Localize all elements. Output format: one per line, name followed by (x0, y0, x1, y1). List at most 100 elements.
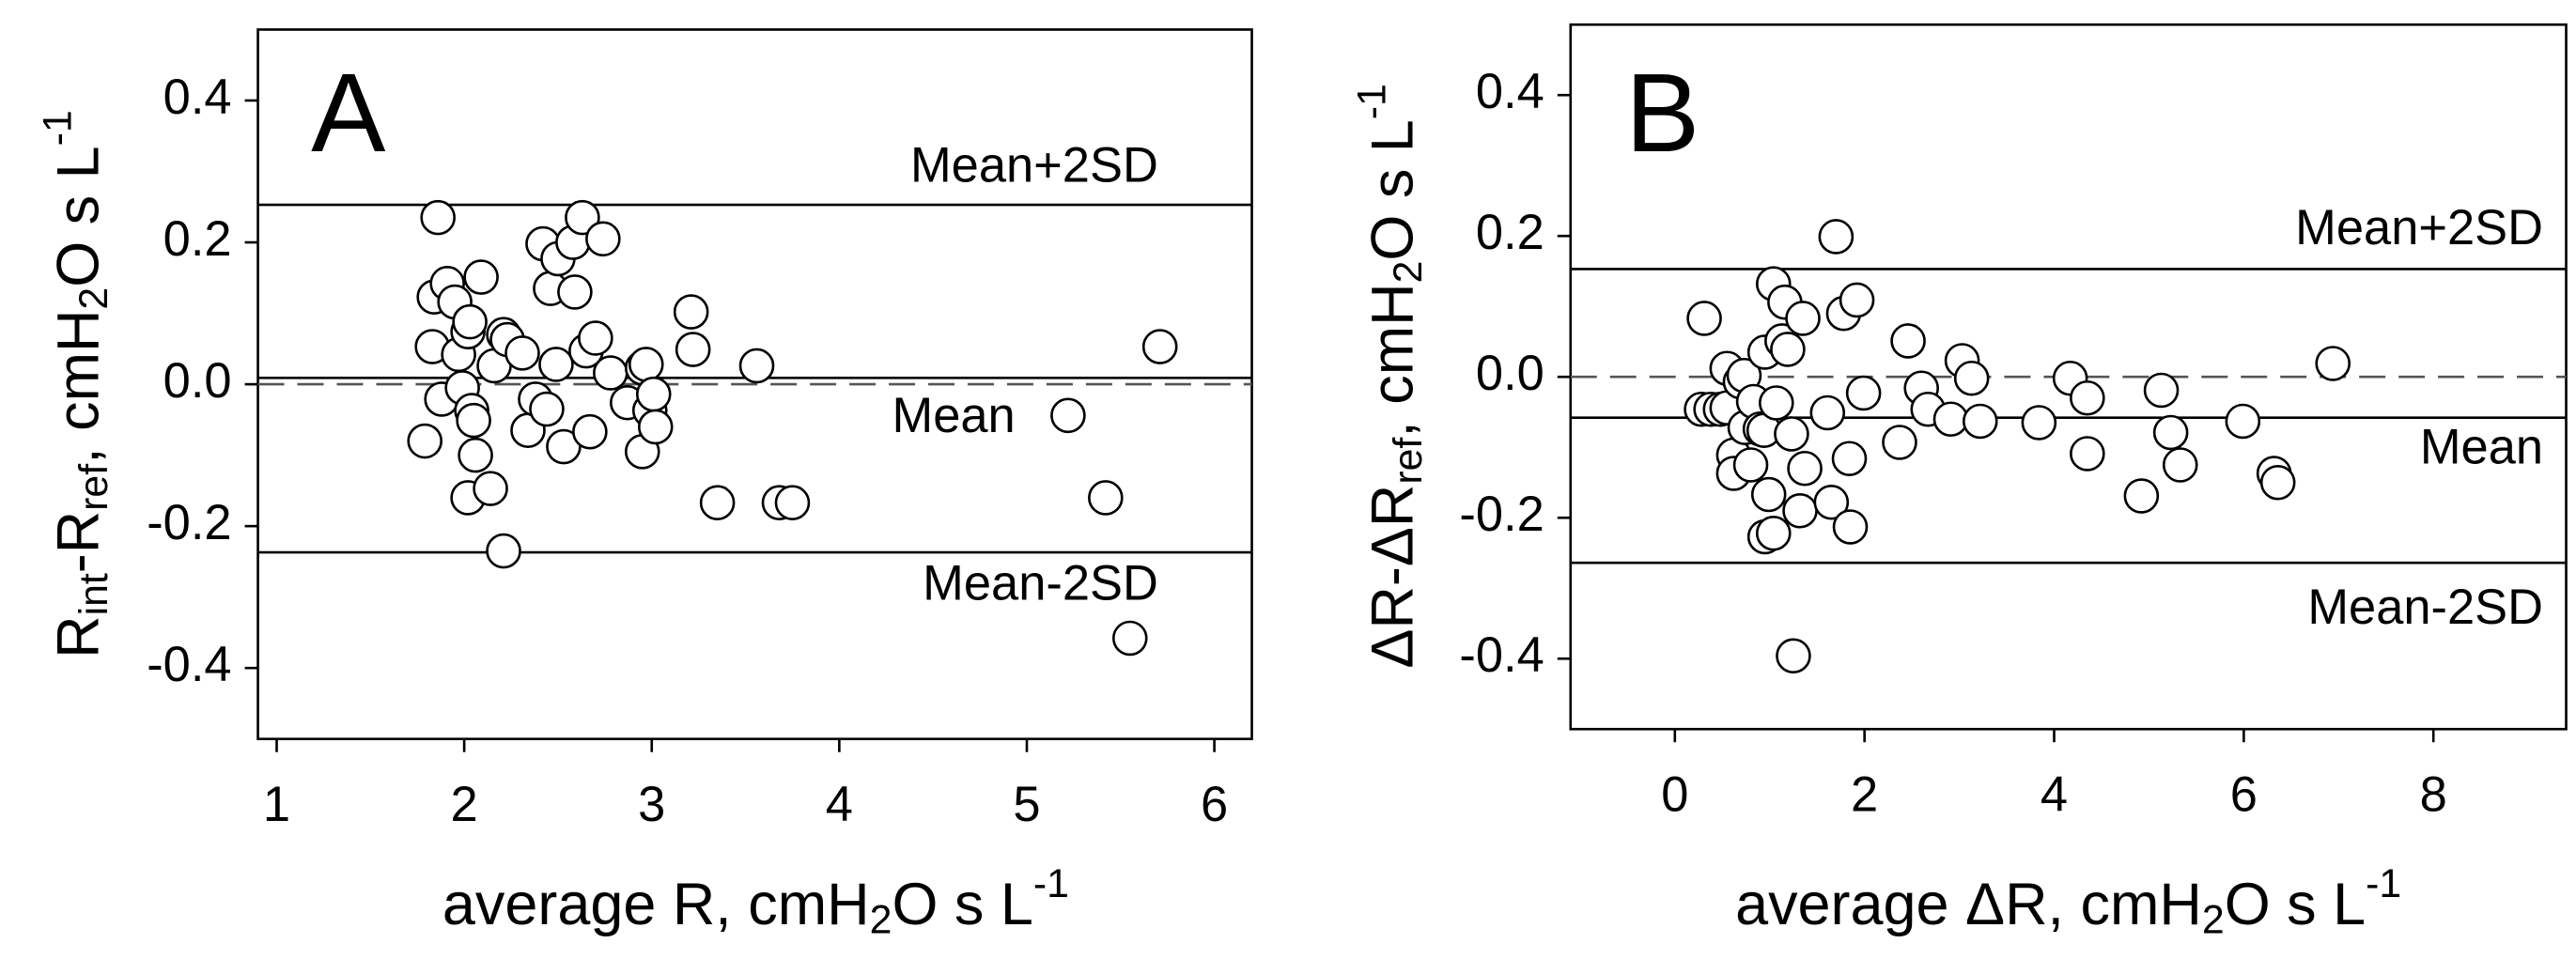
point (1774, 416, 1809, 452)
y-axis-label-part: 2 (71, 287, 116, 310)
y-axis-label-part: 2 (1386, 261, 1431, 284)
point (565, 199, 600, 236)
x-axis-label-part: 2 (870, 898, 892, 943)
point (1839, 282, 1875, 318)
point (628, 347, 664, 382)
point (546, 428, 582, 465)
y-axis-label-part: , cmH (45, 310, 111, 464)
y-tick-label: -0.4 (1459, 628, 1544, 683)
point (463, 259, 499, 295)
point (2259, 464, 2296, 501)
point (1755, 515, 1792, 551)
y-axis-label-part: ref (71, 464, 116, 511)
point (578, 320, 613, 356)
point (473, 471, 508, 506)
y-axis-label: Rint-Rref, cmH2O s L-1 (36, 110, 116, 658)
reference-label: Mean (2420, 421, 2543, 475)
point (2070, 379, 2105, 416)
x-axis-label-part: O s L (2225, 871, 2366, 936)
point (2123, 478, 2160, 514)
point (1111, 620, 1148, 657)
point (1758, 385, 1794, 421)
point (538, 347, 574, 382)
point (2152, 414, 2189, 451)
x-tick-label: 6 (2230, 768, 2258, 823)
point (593, 355, 628, 391)
y-tick-label: -0.4 (147, 638, 231, 692)
point (1686, 301, 1722, 336)
point (738, 348, 775, 384)
point (1776, 638, 1811, 674)
point (585, 221, 621, 257)
point (1088, 480, 1124, 516)
reference-label: Mean-2SD (2307, 580, 2543, 635)
point (2162, 447, 2198, 483)
x-tick-label: 2 (451, 778, 478, 832)
point (452, 303, 488, 340)
reference-label: Mean+2SD (910, 138, 1158, 193)
y-axis-label: ΔR-ΔRref, cmH2O s L-1 (1350, 84, 1431, 668)
y-axis-label-part: ΔR-ΔR (1359, 485, 1425, 669)
y-axis-label-part: , cmH (1359, 283, 1425, 437)
y-axis-label-part: int (71, 573, 116, 615)
point (1750, 476, 1787, 513)
point (1890, 323, 1926, 359)
y-tick-label: 0.4 (163, 70, 232, 125)
y-tick-label: 0.2 (1476, 206, 1544, 260)
point (1813, 484, 1850, 520)
x-axis-label: average R, cmH2O s L-1 (442, 861, 1069, 942)
point (637, 409, 674, 445)
point (1832, 509, 1869, 545)
y-axis-label-part: -R (45, 511, 111, 573)
reference-label: Mean+2SD (2295, 201, 2543, 255)
y-tick-label: -0.2 (1459, 487, 1544, 542)
point (699, 485, 736, 521)
point (557, 274, 593, 310)
point (2021, 405, 2057, 441)
point (504, 335, 540, 371)
y-axis-label-part: R (45, 615, 111, 657)
x-axis-label-part: -1 (2366, 861, 2401, 906)
point (407, 423, 443, 459)
point (675, 332, 711, 367)
point (1831, 441, 1868, 477)
y-axis-label-part: -1 (1350, 84, 1395, 119)
reference-label: Mean-2SD (923, 557, 1158, 611)
point (1809, 394, 1846, 431)
y-axis-label-part: O s L (1359, 119, 1425, 260)
point (1785, 301, 1821, 336)
x-axis-label-part: O s L (892, 871, 1032, 936)
point (673, 294, 709, 330)
x-tick-label: 1 (263, 778, 290, 832)
point (774, 485, 811, 521)
x-axis-label: average ΔR, cmH2O s L-1 (1735, 861, 2401, 942)
panel-letter: A (311, 51, 386, 176)
point (1732, 447, 1769, 483)
point (2315, 346, 2351, 381)
reference-label: Mean (892, 389, 1016, 443)
point (2143, 372, 2180, 409)
point (2225, 403, 2261, 440)
x-tick-label: 6 (1201, 778, 1228, 832)
point (1787, 450, 1823, 487)
y-tick-label: 0.2 (163, 212, 232, 267)
point (1962, 403, 1998, 440)
y-tick-label: 0.4 (1476, 65, 1544, 119)
x-tick-label: 5 (1013, 778, 1040, 832)
x-axis-label-part: 2 (2202, 898, 2225, 943)
point (458, 437, 493, 473)
point (1818, 219, 1854, 255)
point (1953, 360, 1990, 396)
y-axis-label-part: ref (1386, 438, 1431, 485)
panel-letter: B (1625, 51, 1699, 176)
point (1050, 397, 1086, 434)
point (420, 199, 456, 236)
panel: -0.4 -0.2 0.0 0.2 0.4 1 2 3 4 5 6 Mean+2SD Mean Mean-… (36, 28, 1253, 943)
point (1845, 375, 1882, 411)
point (1882, 425, 1917, 460)
y-tick-label: 0.0 (1476, 347, 1544, 401)
x-axis-label-part: -1 (1033, 861, 1069, 906)
y-tick-label: -0.2 (147, 496, 231, 550)
